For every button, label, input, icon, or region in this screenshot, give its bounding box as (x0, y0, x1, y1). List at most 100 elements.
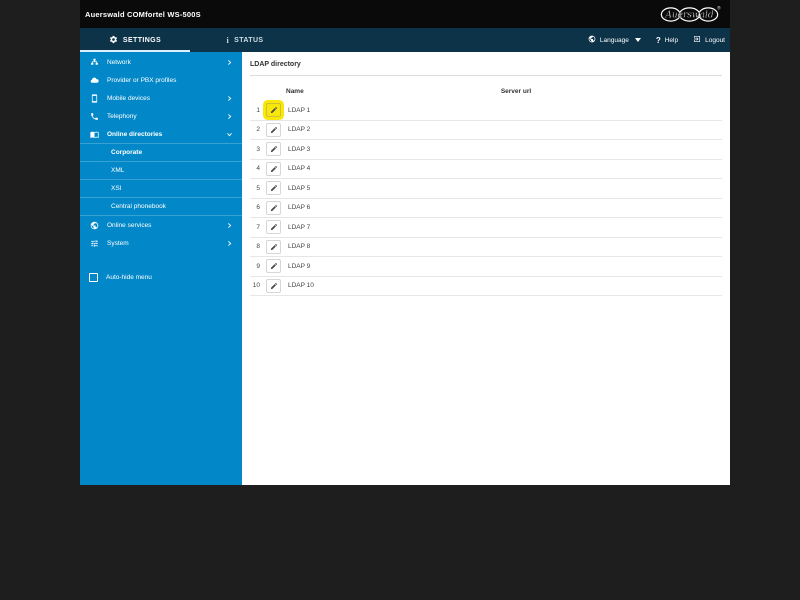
ldap-name: LDAP 10 (288, 282, 314, 290)
edit-button[interactable] (266, 259, 281, 274)
sidebar-item-label: Online directories (107, 130, 163, 138)
sidebar-subitem-label: Central phonebook (111, 203, 166, 210)
edit-button[interactable] (266, 220, 281, 235)
globe-icon (89, 220, 99, 230)
table-row: 9 LDAP 9 (250, 257, 722, 277)
ldap-name: LDAP 2 (288, 126, 311, 134)
table-row: 4 LDAP 4 (250, 160, 722, 179)
logout-button[interactable]: Logout (693, 35, 725, 45)
question-icon: ? (655, 35, 661, 45)
edit-button[interactable] (266, 122, 281, 137)
sidebar-item-label: Online services (107, 221, 152, 229)
sidebar-item-label: Provider or PBX profiles (107, 76, 177, 84)
smartphone-icon (89, 93, 99, 103)
sidebar-item-corporate[interactable]: Corporate (80, 143, 242, 161)
table-row: 2 LDAP 2 (250, 121, 722, 140)
chevron-right-icon (226, 222, 233, 229)
table-row: 5 LDAP 5 (250, 179, 722, 199)
sidebar-item-online-services[interactable]: Online services (80, 216, 242, 234)
table-row: 7 LDAP 7 (250, 218, 722, 238)
chevron-right-icon (226, 240, 233, 247)
sidebar-item-label: Telephony (107, 112, 137, 120)
table-row: 10 LDAP 10 (250, 277, 722, 296)
ldap-name: LDAP 5 (288, 184, 311, 192)
sliders-icon (89, 238, 99, 248)
edit-button[interactable] (266, 181, 281, 196)
pencil-icon (270, 107, 277, 114)
ldap-name: LDAP 3 (288, 145, 311, 153)
row-number: 10 (252, 282, 260, 290)
row-number: 2 (256, 126, 260, 134)
sidebar-item-system[interactable]: System (80, 234, 242, 252)
table-header: Name Server url (250, 76, 722, 101)
pencil-icon (270, 263, 277, 270)
ldap-name: LDAP 7 (288, 223, 311, 231)
app-window: Auerswald COMfortel WS-500S Auerswald ® … (80, 0, 730, 485)
row-number: 4 (256, 165, 260, 173)
row-number: 6 (256, 204, 260, 212)
pencil-icon (270, 165, 277, 172)
sidebar-item-telephony[interactable]: Telephony (80, 107, 242, 125)
sitemap-icon (89, 57, 99, 67)
pencil-icon (270, 282, 277, 289)
gear-icon (109, 35, 118, 46)
row-number: 5 (256, 184, 260, 192)
tab-settings[interactable]: SETTINGS (80, 28, 190, 52)
sidebar-item-xsi[interactable]: XSI (80, 179, 242, 197)
logo-wordmark: Auerswald (664, 10, 713, 20)
sidebar-item-network[interactable]: Network (80, 53, 242, 71)
sidebar-item-central-phonebook[interactable]: Central phonebook (80, 197, 242, 215)
row-number: 9 (256, 262, 260, 270)
table-row: 1 LDAP 1 (250, 101, 722, 121)
column-header-server-url: Server url (500, 88, 532, 95)
help-label: Help (664, 36, 679, 44)
help-button[interactable]: ? Help (656, 36, 678, 45)
language-menu[interactable]: Language (588, 35, 641, 45)
logout-label: Logout (705, 36, 725, 44)
title-bar: Auerswald COMfortel WS-500S Auerswald ® (80, 0, 730, 28)
sidebar-subitem-label: XSI (111, 185, 122, 192)
chevron-right-icon (226, 113, 233, 120)
edit-button[interactable] (266, 278, 281, 293)
globe-icon (588, 35, 596, 45)
sidebar: Network Provider or PBX profiles Mobile … (80, 52, 242, 485)
edit-button[interactable] (266, 103, 281, 118)
table-row: 3 LDAP 3 (250, 140, 722, 160)
cloud-icon (89, 75, 99, 85)
edit-button[interactable] (266, 161, 281, 176)
language-label: Language (599, 36, 629, 44)
auto-hide-menu-row: Auto-hide menu (80, 268, 242, 286)
ldap-name: LDAP 1 (288, 106, 311, 114)
row-number: 1 (256, 106, 260, 114)
online-directories-submenu: Corporate XML XSI Central phonebook (80, 143, 242, 216)
sidebar-item-online-directories[interactable]: Online directories (80, 125, 242, 143)
sidebar-item-label: Network (107, 58, 131, 66)
ldap-name: LDAP 4 (288, 165, 311, 173)
edit-button[interactable] (266, 239, 281, 254)
table-row: 8 LDAP 8 (250, 238, 722, 257)
table-row: 6 LDAP 6 (250, 199, 722, 218)
book-icon (89, 129, 99, 139)
chevron-right-icon (226, 95, 233, 102)
row-number: 3 (256, 145, 260, 153)
tab-status[interactable]: i STATUS (190, 28, 300, 52)
top-nav: SETTINGS i STATUS Language ? Help (80, 28, 730, 52)
sidebar-item-mobile-devices[interactable]: Mobile devices (80, 89, 242, 107)
pencil-icon (270, 243, 277, 250)
chevron-down-icon (226, 131, 233, 138)
chevron-right-icon (226, 59, 233, 66)
edit-button[interactable] (266, 142, 281, 157)
sidebar-item-xml[interactable]: XML (80, 161, 242, 179)
edit-button[interactable] (266, 200, 281, 215)
auto-hide-checkbox[interactable] (89, 272, 98, 282)
sidebar-item-provider-pbx-profiles[interactable]: Provider or PBX profiles (80, 71, 242, 89)
pencil-icon (270, 224, 277, 231)
pencil-icon (270, 204, 277, 211)
sidebar-item-label: System (107, 239, 129, 247)
row-number: 8 (256, 243, 260, 251)
sidebar-item-label: Mobile devices (107, 94, 150, 102)
main-content: LDAP directory Name Server url 1 LDAP 1 … (242, 52, 730, 485)
logout-icon (693, 35, 701, 45)
page-title: LDAP directory (250, 52, 722, 76)
column-header-name: Name (286, 88, 304, 95)
